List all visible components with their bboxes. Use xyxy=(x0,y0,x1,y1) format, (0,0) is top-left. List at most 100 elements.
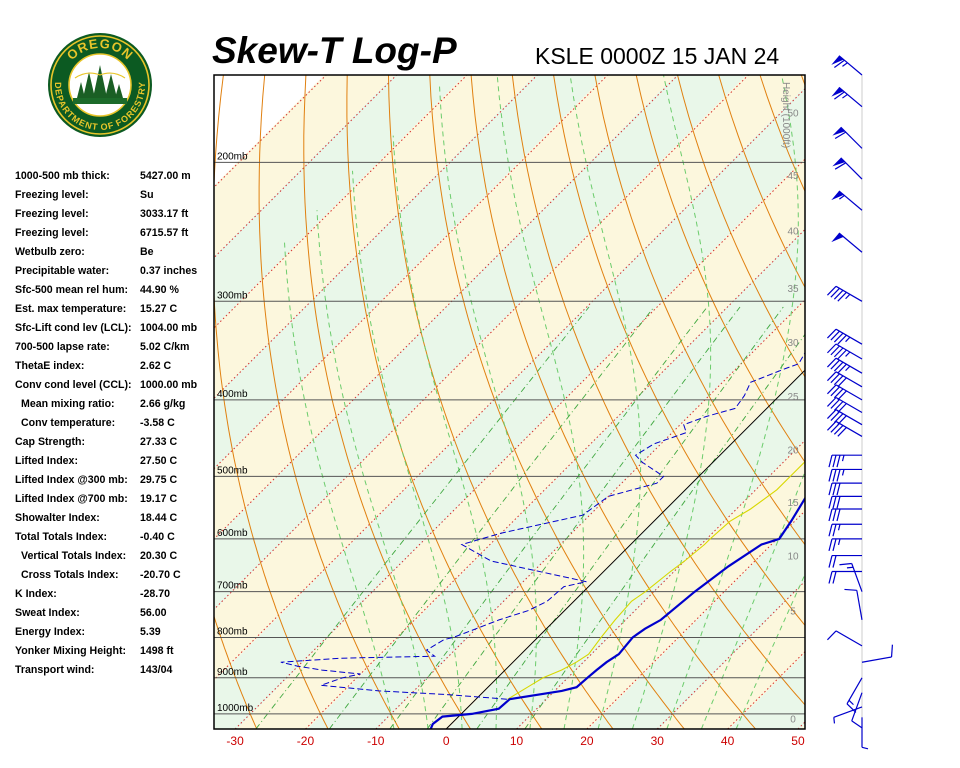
zero-isotherm-line xyxy=(445,369,805,729)
wind-barb xyxy=(828,468,862,482)
mixing-ratio-line xyxy=(476,306,784,729)
height-tick-label: 50 xyxy=(787,109,799,120)
dry-adiabat-line xyxy=(214,614,258,729)
x-tick-label: 50 xyxy=(791,734,805,748)
stat-label: Est. max temperature: xyxy=(15,303,127,315)
height-tick-label: 0 xyxy=(790,714,796,725)
isotherm-band xyxy=(214,86,805,729)
wind-barb xyxy=(832,157,863,180)
stat-value: 44.90 % xyxy=(140,284,179,296)
stat-label: ThetaE index: xyxy=(15,360,85,372)
height-tick-label: 15 xyxy=(787,498,799,509)
stat-row: Lifted Index @700 mb: 19.17 C xyxy=(15,491,215,510)
isobar-label: 700mb xyxy=(217,581,248,592)
dry-adiabat-line xyxy=(635,75,805,463)
moist-adiabat-line xyxy=(569,75,642,729)
height-tick-label: 25 xyxy=(787,392,799,403)
height-tick-label: 30 xyxy=(787,338,799,349)
stat-label: Sweat Index: xyxy=(15,607,80,619)
stat-value: 2.62 C xyxy=(140,360,172,372)
wind-barb xyxy=(826,384,863,401)
x-tick-label: -20 xyxy=(297,734,315,748)
stat-label: Conv cond level (CCL): xyxy=(15,379,132,391)
stat-value: 1498 ft xyxy=(140,645,174,657)
stat-row: Vertical Totals Index: 20.30 C xyxy=(15,548,215,567)
wind-barb xyxy=(828,538,862,551)
stat-row: Sfc-500 mean rel hum: 44.90 % xyxy=(15,282,215,301)
wind-barb xyxy=(844,588,863,620)
tree-icon xyxy=(77,65,123,98)
stat-row: Energy Index: 5.39 xyxy=(15,624,215,643)
wind-barb xyxy=(826,630,863,647)
stat-label: Lifted Index @300 mb: xyxy=(15,474,128,486)
dry-adiabat-line xyxy=(925,75,960,729)
mixing-ratio-line xyxy=(389,306,708,729)
stat-row: Freezing level: Su xyxy=(15,187,215,206)
stat-row: Sfc-Lift cond lev (LCL): 1004.00 mb xyxy=(15,320,215,339)
x-tick-label: 30 xyxy=(651,734,665,748)
x-tick-label: 20 xyxy=(580,734,594,748)
mixing-ratio-line xyxy=(255,306,590,729)
stat-value: 2.66 g/kg xyxy=(140,398,186,410)
dry-adiabat-line xyxy=(884,75,960,729)
stat-value: 29.75 C xyxy=(140,474,178,486)
wind-barb xyxy=(846,677,863,713)
stat-value: -28.70 xyxy=(140,588,171,600)
wind-barb xyxy=(826,396,863,414)
chart-title: Skew-T Log-P xyxy=(212,30,457,71)
stat-label: Freezing level: xyxy=(15,227,89,239)
isobar-label: 600mb xyxy=(217,528,248,539)
stat-row: Lifted Index: 27.50 C xyxy=(15,453,215,472)
stat-value: 6715.57 ft xyxy=(140,227,189,239)
stat-value: 1004.00 mb xyxy=(140,322,198,334)
stat-value: 1000.00 mb xyxy=(140,379,198,391)
stat-value: 19.17 C xyxy=(140,493,178,505)
stat-row: Conv cond level (CCL): 1000.00 mb xyxy=(15,377,215,396)
stat-label: Freezing level: xyxy=(15,208,89,220)
wind-barb xyxy=(861,644,894,663)
moist-adiabat-line xyxy=(352,170,463,729)
station-time-subtitle: KSLE 0000Z 15 JAN 24 xyxy=(535,43,780,69)
wind-barb xyxy=(832,126,863,149)
wind-barb xyxy=(826,343,863,360)
moist-adiabat-line xyxy=(392,135,498,729)
stat-label: Transport wind: xyxy=(15,664,95,676)
dewpoint-line xyxy=(280,351,805,700)
stat-label: Showalter Index: xyxy=(15,512,100,524)
wind-barb xyxy=(831,55,863,76)
stat-label: Sfc-500 mean rel hum: xyxy=(15,284,129,296)
stat-row: Conv temperature: -3.58 C xyxy=(15,415,215,434)
stat-value: 3033.17 ft xyxy=(140,208,189,220)
stat-row: Mean mixing ratio: 2.66 g/kg xyxy=(15,396,215,415)
height-axis-label: Height (1000ft) xyxy=(780,82,791,148)
isotherm-band xyxy=(214,75,805,682)
dry-adiabat-line xyxy=(677,75,805,378)
stat-value: 0.37 inches xyxy=(140,265,198,277)
stat-value: 143/04 xyxy=(140,664,173,676)
wind-barb xyxy=(826,420,863,437)
isotherm-band xyxy=(729,653,805,729)
x-tick-label: -10 xyxy=(367,734,385,748)
stat-row: ThetaE index: 2.62 C xyxy=(15,358,215,377)
wind-barb xyxy=(828,454,862,468)
stat-row: Precipitable water: 0.37 inches xyxy=(15,263,215,282)
stat-value: 5.39 xyxy=(140,626,161,638)
stat-value: 5427.00 m xyxy=(140,170,191,182)
moist-adiabat-line xyxy=(439,85,537,729)
stat-row: Wetbulb zero: Be xyxy=(15,244,215,263)
height-tick-label: 20 xyxy=(787,446,799,457)
height-tick-label: 40 xyxy=(787,227,799,238)
stat-label: Lifted Index: xyxy=(15,455,78,467)
wind-barb xyxy=(833,706,863,724)
height-tick-label: 5 xyxy=(790,606,796,617)
wind-barb xyxy=(828,508,862,522)
stat-label: Mean mixing ratio: xyxy=(21,398,115,410)
isobar-label: 300mb xyxy=(217,290,248,301)
parcel-trace-line xyxy=(507,460,805,700)
stat-row: Cross Totals Index: -20.70 C xyxy=(15,567,215,586)
stat-row: 1000-500 mb thick: 5427.00 m xyxy=(15,168,215,187)
stat-row: Total Totals Index: -0.40 C xyxy=(15,529,215,548)
isobar-label: 1000mb xyxy=(217,703,254,714)
stat-label: Lifted Index @700 mb: xyxy=(15,493,128,505)
